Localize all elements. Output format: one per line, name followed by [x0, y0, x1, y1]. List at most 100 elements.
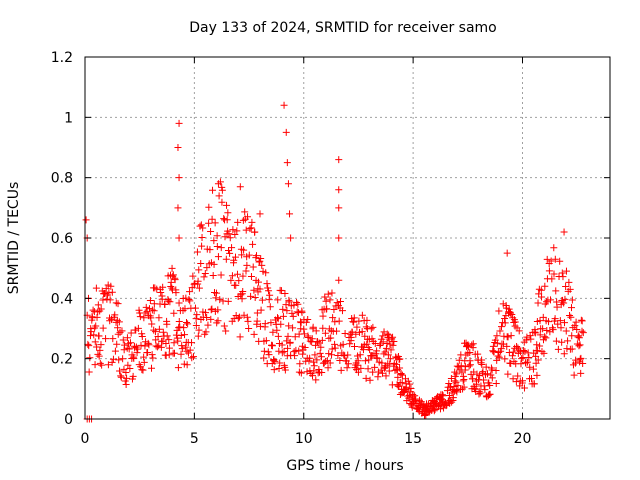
data-point: [234, 314, 242, 322]
data-point: [487, 371, 495, 379]
data-point: [322, 297, 330, 305]
data-point: [576, 355, 584, 363]
data-point: [210, 260, 218, 268]
data-point: [162, 351, 170, 359]
data-point: [205, 219, 213, 227]
data-point: [175, 174, 183, 182]
data-point: [384, 351, 392, 359]
data-point: [396, 364, 404, 372]
data-point: [127, 329, 135, 337]
data-point: [86, 332, 94, 340]
data-point: [251, 228, 259, 236]
data-point: [210, 237, 218, 245]
data-point: [162, 339, 170, 347]
data-point: [236, 333, 244, 341]
data-point: [278, 349, 286, 357]
data-point: [218, 183, 226, 191]
data-point: [232, 253, 239, 261]
data-point: [283, 307, 291, 315]
data-point: [99, 296, 107, 304]
data-point: [321, 329, 329, 337]
data-point: [145, 341, 153, 349]
data-point: [119, 336, 127, 344]
data-point: [230, 256, 238, 264]
data-point: [246, 225, 254, 233]
data-point: [508, 311, 516, 319]
data-point: [511, 318, 519, 326]
data-point: [97, 341, 105, 349]
data-point: [561, 295, 569, 303]
data-point: [366, 376, 374, 384]
data-point: [308, 335, 316, 343]
data-point: [224, 297, 232, 305]
data-point: [482, 363, 490, 371]
data-point: [330, 306, 338, 314]
data-point: [151, 328, 159, 336]
data-point: [249, 240, 257, 248]
data-point: [247, 224, 255, 232]
data-point: [140, 353, 148, 361]
data-point: [376, 342, 384, 350]
data-point: [575, 342, 583, 350]
data-point: [175, 119, 183, 127]
data-point: [223, 216, 231, 224]
data-point: [398, 371, 406, 379]
data-point: [260, 347, 268, 355]
data-point: [183, 361, 191, 369]
data-point: [97, 305, 105, 313]
data-point: [466, 361, 474, 369]
data-point: [536, 331, 544, 339]
data-point: [262, 337, 270, 345]
data-point: [436, 405, 444, 413]
data-point: [289, 324, 297, 332]
data-point: [174, 337, 182, 345]
data-point: [369, 368, 377, 376]
data-point: [285, 298, 293, 306]
data-point: [92, 284, 100, 292]
data-point: [329, 314, 337, 322]
data-point: [122, 380, 130, 388]
data-point: [358, 328, 366, 336]
data-point: [499, 300, 507, 308]
data-point: [562, 327, 570, 335]
data-point: [155, 325, 163, 333]
data-point: [328, 351, 336, 359]
data-point: [192, 322, 200, 330]
data-point: [560, 350, 568, 358]
data-point: [266, 291, 274, 299]
data-point: [146, 296, 154, 304]
data-point: [339, 340, 347, 348]
data-point: [286, 338, 294, 346]
data-point: [386, 355, 394, 363]
data-point: [239, 272, 247, 280]
data-point: [104, 361, 112, 369]
data-point: [359, 346, 367, 354]
data-point: [200, 273, 208, 281]
data-point: [186, 346, 194, 354]
data-point: [93, 343, 101, 351]
data-point: [109, 355, 117, 363]
data-point: [117, 373, 125, 381]
data-point: [526, 363, 534, 371]
data-point: [558, 338, 566, 346]
data-point: [247, 292, 255, 300]
data-point: [298, 308, 306, 316]
data-point: [571, 322, 579, 330]
data-point: [225, 230, 233, 238]
data-point: [193, 248, 201, 256]
data-point: [387, 346, 395, 354]
data-point: [326, 359, 334, 367]
data-point: [390, 337, 398, 345]
data-point: [389, 333, 397, 341]
data-point: [134, 345, 142, 353]
data-point: [123, 334, 131, 342]
data-point: [217, 271, 225, 279]
data-point: [204, 321, 212, 329]
data-point: [373, 354, 381, 362]
data-point: [170, 349, 178, 357]
data-point: [568, 332, 576, 340]
data-point: [304, 315, 312, 323]
data-point: [535, 290, 543, 298]
data-point: [411, 392, 419, 400]
data-point: [323, 305, 331, 313]
